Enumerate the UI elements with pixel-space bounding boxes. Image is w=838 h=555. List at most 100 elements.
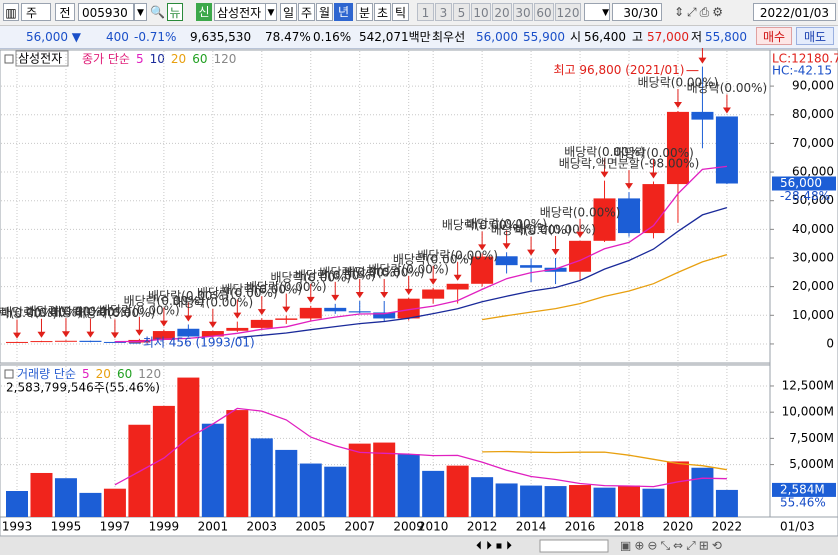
y-tick-label: 7,500M bbox=[789, 431, 834, 445]
volume-bar bbox=[520, 485, 543, 517]
x-tick-label: 2001 bbox=[198, 520, 229, 534]
stock-name[interactable]: 삼성전자 bbox=[214, 3, 266, 21]
scroll-buttons[interactable]: ⏴⏵⏹⏵ bbox=[476, 539, 516, 553]
volume-bar bbox=[152, 405, 175, 517]
dividend-arrow-head bbox=[673, 102, 682, 109]
volume-bar bbox=[373, 442, 396, 517]
interval-button[interactable]: 5 bbox=[453, 3, 470, 21]
period-button-selected[interactable]: 년 bbox=[334, 3, 353, 21]
volume-bar bbox=[324, 466, 347, 517]
dividend-label: 배당락(0.00%) bbox=[221, 283, 302, 297]
period-button[interactable]: 분 bbox=[356, 3, 373, 21]
dividend-arrow-head bbox=[233, 312, 242, 319]
candle-body bbox=[618, 198, 640, 234]
interval-dropdown[interactable]: ▼ bbox=[584, 3, 610, 21]
candle-body bbox=[177, 328, 200, 337]
buy-button[interactable]: 매수 bbox=[756, 27, 792, 45]
dividend-arrow-head bbox=[208, 321, 217, 328]
dividend-label: 배당락(0.00%) bbox=[319, 265, 400, 279]
period-button[interactable]: 틱 bbox=[392, 3, 409, 21]
candle-body bbox=[348, 311, 371, 313]
dividend-label: 배당락(0.00%) bbox=[197, 286, 278, 300]
price-legend: 종가 단순 5 10 20 60 120 bbox=[82, 52, 236, 66]
candle-body bbox=[373, 312, 396, 319]
name-dropdown[interactable]: ▼ bbox=[265, 3, 277, 21]
sell-button[interactable]: 매도 bbox=[796, 27, 834, 45]
date-input[interactable]: 2022/01/03 bbox=[753, 3, 836, 21]
scroll-bar[interactable] bbox=[0, 537, 838, 555]
dividend-arrow-head bbox=[355, 291, 364, 298]
dividend-arrow-head bbox=[159, 320, 168, 327]
dividend-arrow-head bbox=[576, 231, 585, 238]
candle-body bbox=[275, 318, 298, 320]
lc-label: LC:12180.70 bbox=[772, 52, 838, 66]
kind-select[interactable]: 전 bbox=[55, 3, 75, 21]
period-button[interactable]: 월 bbox=[316, 3, 333, 21]
dividend-arrow-head bbox=[110, 332, 119, 339]
zoom-icons[interactable]: ▣⊕⊖⤡⇔⤢⊞⟲ bbox=[620, 539, 725, 553]
dividend-label: 배당락(0.00%) bbox=[466, 217, 547, 231]
legend-entry: 5 bbox=[136, 52, 144, 66]
period-button[interactable]: 주 bbox=[298, 3, 315, 21]
credit-button[interactable]: 신 bbox=[196, 3, 212, 21]
y-tick-label: 0 bbox=[826, 336, 834, 350]
dividend-arrow-head bbox=[86, 331, 95, 338]
candle-body bbox=[201, 331, 224, 337]
name-box bbox=[15, 50, 69, 67]
candle-body bbox=[324, 307, 347, 312]
y-tick-label: 12,500M bbox=[782, 378, 834, 392]
volume-bar bbox=[348, 443, 371, 517]
x-tick-label: 1995 bbox=[51, 520, 82, 534]
candle-body bbox=[79, 340, 102, 342]
interval-button[interactable]: 120 bbox=[555, 3, 581, 21]
ma-line bbox=[114, 407, 727, 488]
legend-entry: 20 bbox=[171, 52, 186, 66]
interval-button[interactable]: 3 bbox=[435, 3, 452, 21]
best-label: 최우선 bbox=[432, 30, 466, 44]
ma-line bbox=[237, 206, 728, 339]
y-tick-label: 70,000 bbox=[792, 136, 834, 150]
y-tick-label: 60,000 bbox=[792, 165, 834, 179]
code-dropdown[interactable]: ▼ bbox=[134, 3, 147, 21]
dividend-label: 배당락(0.00%) bbox=[491, 223, 572, 237]
current-price-label: 56,000 bbox=[780, 176, 822, 190]
news-button[interactable]: 뉴 bbox=[167, 3, 183, 21]
period-button[interactable]: 일 bbox=[280, 3, 297, 21]
volume-bar bbox=[446, 465, 469, 517]
count-input[interactable]: 30/30 bbox=[612, 3, 662, 21]
menu-icon[interactable]: ▥ bbox=[3, 3, 19, 21]
interval-button[interactable]: 30 bbox=[513, 3, 533, 21]
interval-button[interactable]: 10 bbox=[471, 3, 491, 21]
volume-bar bbox=[544, 486, 567, 517]
period-button[interactable]: 초 bbox=[374, 3, 391, 21]
volume-legend: 거래량 단순 5 20 60 120 bbox=[17, 367, 161, 381]
dividend-arrow-head bbox=[135, 329, 144, 336]
volume-bar bbox=[30, 472, 53, 517]
tool-icons[interactable]: ⇕⤢⎙⚙ bbox=[674, 5, 727, 19]
volume-bar bbox=[103, 488, 126, 517]
volume-bar bbox=[666, 461, 689, 517]
market-select[interactable]: 주 bbox=[21, 3, 51, 21]
interval-button[interactable]: 60 bbox=[534, 3, 554, 21]
interval-button[interactable]: 20 bbox=[492, 3, 512, 21]
code-input[interactable]: 005930 bbox=[78, 3, 134, 21]
dividend-arrow-head bbox=[527, 249, 536, 256]
hc-label: HC:-42.15 bbox=[772, 64, 832, 78]
legend-entry: 60 bbox=[192, 52, 207, 66]
y-tick-label: 40,000 bbox=[792, 222, 834, 236]
dividend-label: 배당락,액면분할(-98.00%) bbox=[559, 157, 700, 171]
scroll-thumb[interactable] bbox=[539, 539, 609, 553]
y-tick-label: 10,000M bbox=[782, 405, 834, 419]
legend-entry: 120 bbox=[213, 52, 236, 66]
dividend-label: 배당락(0.00%) bbox=[173, 295, 254, 309]
dividend-arrow-head bbox=[600, 171, 609, 178]
volume-bar bbox=[226, 410, 249, 517]
legend-entry: 10 bbox=[150, 52, 165, 66]
dividend-arrow-head bbox=[282, 306, 291, 313]
search-icon[interactable]: 🔍 bbox=[150, 5, 165, 19]
dividend-label: 배당락(0.00%) bbox=[295, 268, 376, 282]
high-label: 최고 96,800 (2021/01) bbox=[554, 63, 685, 77]
interval-button[interactable]: 1 bbox=[417, 3, 434, 21]
dividend-label: 배당락(0.00%) bbox=[393, 252, 474, 266]
current-change: -28.48% bbox=[780, 189, 830, 203]
